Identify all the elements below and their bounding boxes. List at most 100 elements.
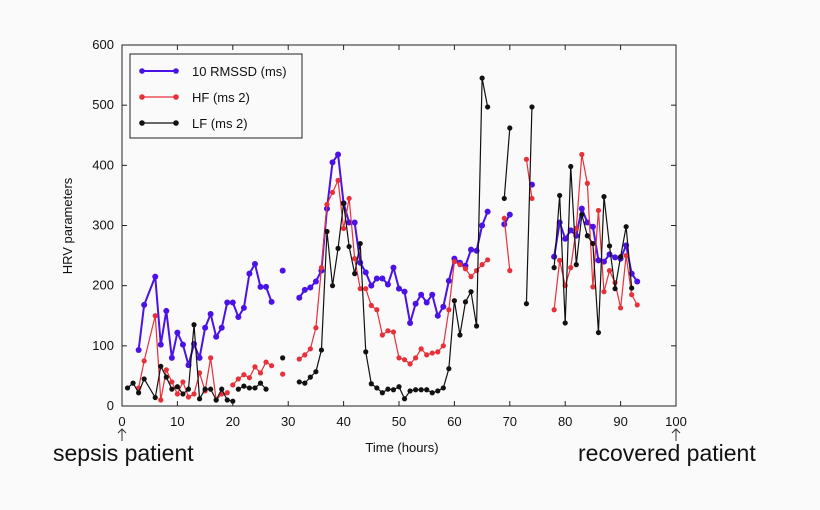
data-point xyxy=(578,205,585,212)
data-point xyxy=(302,380,308,386)
data-point xyxy=(446,307,452,313)
y-tick-label: 400 xyxy=(92,157,114,172)
series-line xyxy=(503,127,511,199)
y-tick-label: 600 xyxy=(92,37,114,52)
data-point xyxy=(584,180,590,186)
data-point xyxy=(280,371,286,377)
data-point xyxy=(507,268,513,274)
data-point xyxy=(479,222,486,229)
x-tick-label: 0 xyxy=(118,414,125,429)
legend-box xyxy=(129,53,303,139)
data-point xyxy=(573,225,579,232)
data-point xyxy=(551,307,557,313)
legend-marker xyxy=(173,94,179,100)
data-point xyxy=(351,219,358,226)
data-point xyxy=(479,75,485,81)
data-point xyxy=(191,322,197,328)
data-point xyxy=(379,332,385,338)
data-point xyxy=(606,243,613,249)
data-point xyxy=(373,275,380,282)
data-point xyxy=(318,347,325,353)
data-point xyxy=(501,195,507,202)
series-line xyxy=(299,77,489,400)
data-point xyxy=(573,262,579,268)
y-tick-label: 300 xyxy=(92,218,114,233)
up-arrow-icon-end xyxy=(671,428,681,441)
data-point xyxy=(584,233,590,239)
data-point xyxy=(424,387,430,393)
data-point xyxy=(136,390,142,396)
series-line xyxy=(232,361,272,386)
data-point xyxy=(440,385,446,391)
legend-label: LF (ms 2) xyxy=(192,116,248,131)
legend-marker xyxy=(173,68,179,74)
data-point xyxy=(595,207,602,214)
data-point xyxy=(180,391,186,397)
x-axis-label: Time (hours) xyxy=(365,440,438,455)
data-point xyxy=(263,386,269,392)
data-point xyxy=(445,277,452,284)
data-point xyxy=(329,189,336,196)
data-point xyxy=(135,347,142,354)
data-point xyxy=(485,257,491,263)
x-tick-label: 30 xyxy=(281,414,295,429)
data-point xyxy=(307,284,314,291)
data-point xyxy=(196,396,203,402)
data-point xyxy=(451,259,457,265)
data-point xyxy=(130,380,136,386)
data-point xyxy=(363,349,369,355)
data-point xyxy=(213,333,220,340)
legend-marker xyxy=(139,68,145,74)
y-tick-label: 200 xyxy=(92,278,114,293)
data-point xyxy=(390,387,397,393)
legend-marker xyxy=(173,120,179,126)
data-point xyxy=(307,346,313,352)
data-point xyxy=(235,313,242,320)
x-tick-label: 60 xyxy=(447,414,461,429)
data-point xyxy=(429,350,435,356)
data-point xyxy=(435,349,441,355)
data-point xyxy=(462,266,469,272)
data-point xyxy=(379,275,386,282)
data-point xyxy=(601,289,607,295)
data-point xyxy=(313,369,319,375)
data-point xyxy=(601,194,607,200)
data-point xyxy=(462,299,469,305)
data-point xyxy=(506,211,513,218)
series-0 xyxy=(135,151,641,369)
data-point xyxy=(446,366,452,372)
data-point xyxy=(595,257,602,264)
data-point xyxy=(141,376,147,382)
data-point xyxy=(141,358,147,364)
data-point xyxy=(152,273,159,280)
data-point xyxy=(352,255,358,262)
x-tick-label: 100 xyxy=(665,414,687,429)
data-point xyxy=(169,379,175,385)
data-point xyxy=(318,265,325,271)
data-point xyxy=(235,386,241,392)
data-point xyxy=(413,355,419,361)
data-point xyxy=(629,292,635,298)
data-point xyxy=(612,254,619,261)
data-point xyxy=(313,325,319,331)
data-point xyxy=(152,313,158,319)
data-point xyxy=(224,299,231,306)
data-point xyxy=(468,246,475,253)
data-point xyxy=(341,200,347,206)
data-point xyxy=(424,352,430,358)
series-1 xyxy=(136,151,640,403)
data-point xyxy=(557,192,563,199)
data-point xyxy=(324,228,330,235)
data-point xyxy=(335,245,341,251)
data-point xyxy=(230,382,236,388)
data-point xyxy=(346,243,352,250)
data-point xyxy=(396,355,402,361)
data-point xyxy=(229,299,236,306)
data-point xyxy=(329,283,336,289)
data-point xyxy=(390,264,397,271)
data-point xyxy=(529,104,535,110)
data-point xyxy=(257,370,264,376)
data-point xyxy=(385,386,391,392)
data-point xyxy=(368,282,375,289)
